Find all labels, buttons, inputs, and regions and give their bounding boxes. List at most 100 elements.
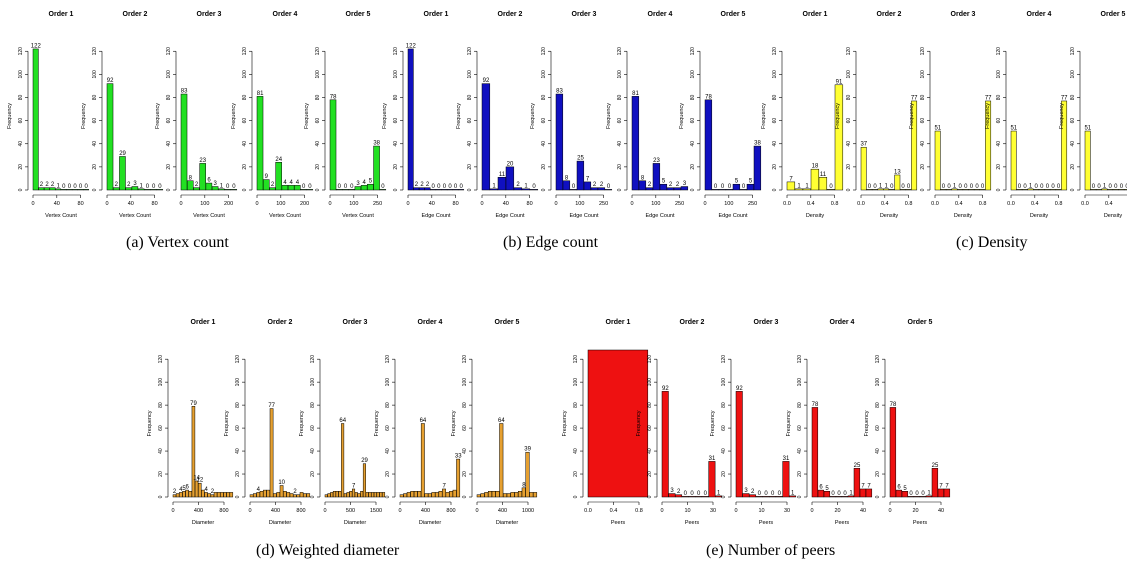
- y-tick-label: 0: [18, 188, 24, 191]
- bar: [834, 84, 844, 191]
- y-tick-label: 100: [393, 70, 399, 79]
- y-tick-label: 20: [467, 164, 473, 170]
- chart-title: Order 3: [197, 11, 222, 18]
- bar: [229, 492, 234, 498]
- bar: [597, 187, 606, 191]
- y-tick-label: 40: [393, 141, 399, 147]
- x-axis-label: Vertex Count: [193, 213, 225, 219]
- x-tick-label: 0: [480, 201, 483, 207]
- x-tick-label: 0: [660, 508, 663, 514]
- bar: [859, 488, 867, 498]
- chart-title: Order 2: [877, 11, 902, 18]
- bar-value-label: 1: [717, 490, 721, 496]
- y-tick-label: 120: [1070, 47, 1076, 56]
- y-tick-label: 120: [721, 355, 727, 364]
- y-tick-label: 40: [573, 448, 579, 454]
- bar: [198, 482, 202, 498]
- bar: [735, 391, 743, 498]
- x-axis-label: Diameter: [496, 520, 518, 526]
- x-tick-label: 0.0: [584, 508, 592, 514]
- bar-value-label: 0: [454, 184, 458, 190]
- y-tick-label: 40: [647, 448, 653, 454]
- y-tick-label: 0: [875, 495, 881, 498]
- y-tick-label: 60: [242, 118, 248, 124]
- bar-value-label: 81: [257, 91, 264, 97]
- bar: [562, 180, 571, 191]
- y-tick-label: 20: [235, 471, 241, 477]
- y-axis-label: Frequency: [864, 410, 870, 436]
- bar: [83, 189, 90, 191]
- y-tick-label: 80: [996, 95, 1002, 101]
- bar: [332, 491, 336, 498]
- y-tick-label: 100: [462, 378, 468, 387]
- bar-value-label: 64: [339, 418, 346, 424]
- y-axis-label: Frequency: [562, 410, 568, 436]
- bar-value-label: 0: [1114, 184, 1118, 190]
- bar: [188, 491, 192, 498]
- y-tick-label: 80: [467, 95, 473, 101]
- x-tick-label: 0: [255, 201, 258, 207]
- bar: [704, 99, 713, 191]
- bar-value-label: 11: [820, 172, 827, 178]
- chart-title: Order 3: [343, 319, 368, 326]
- bar-value-label: 4: [290, 180, 294, 186]
- bar-value-label: 0: [572, 184, 576, 190]
- y-tick-label: 120: [541, 47, 547, 56]
- bar: [438, 491, 443, 498]
- chart-title: Order 3: [572, 11, 597, 18]
- bar-value-label: 0: [728, 184, 732, 190]
- y-tick-label: 60: [797, 425, 803, 431]
- bar: [180, 93, 188, 191]
- x-tick-label: 40: [429, 201, 435, 207]
- bar: [32, 48, 39, 191]
- y-tick-label: 40: [996, 141, 1002, 147]
- y-tick-label: 100: [385, 378, 391, 387]
- y-tick-label: 120: [772, 47, 778, 56]
- bar: [499, 423, 504, 498]
- bar: [256, 96, 264, 191]
- y-tick-label: 100: [647, 378, 653, 387]
- bar: [555, 93, 564, 191]
- y-tick-label: 60: [18, 118, 24, 124]
- y-tick-label: 20: [242, 164, 248, 170]
- y-tick-label: 120: [647, 355, 653, 364]
- y-tick-label: 20: [166, 164, 172, 170]
- y-tick-label: 20: [393, 164, 399, 170]
- y-tick-label: 20: [797, 471, 803, 477]
- bar: [458, 189, 465, 191]
- x-tick-label: 20: [834, 508, 840, 514]
- x-tick-label: 0: [888, 508, 891, 514]
- x-axis-label: Peers: [611, 520, 626, 526]
- bar: [901, 491, 909, 498]
- y-tick-label: 120: [690, 47, 696, 56]
- bar-value-label: 92: [662, 386, 669, 392]
- y-tick-label: 100: [721, 378, 727, 387]
- x-tick-label: 0.0: [1007, 201, 1015, 207]
- bar: [652, 163, 661, 191]
- y-tick-label: 40: [158, 448, 164, 454]
- y-axis-label: Frequency: [835, 103, 841, 129]
- caption-weighted-diameter: (d) Weighted diameter: [256, 542, 400, 559]
- y-tick-label: 0: [846, 188, 852, 191]
- bar-value-label: 0: [684, 491, 688, 497]
- y-tick-label: 80: [721, 402, 727, 408]
- bar: [303, 493, 307, 498]
- bar-value-label: 92: [736, 386, 743, 392]
- bar-value-label: 2: [211, 489, 215, 495]
- bar: [263, 489, 267, 498]
- y-tick-label: 0: [235, 495, 241, 498]
- y-axis-label: Frequency: [231, 103, 237, 129]
- x-tick-label: 800: [446, 508, 455, 514]
- bar: [985, 100, 992, 191]
- bar: [484, 492, 489, 498]
- x-tick-label: 250: [599, 201, 608, 207]
- bar: [529, 492, 534, 498]
- bar: [256, 492, 261, 498]
- x-tick-label: 0.0: [783, 201, 791, 207]
- y-tick-label: 40: [875, 448, 881, 454]
